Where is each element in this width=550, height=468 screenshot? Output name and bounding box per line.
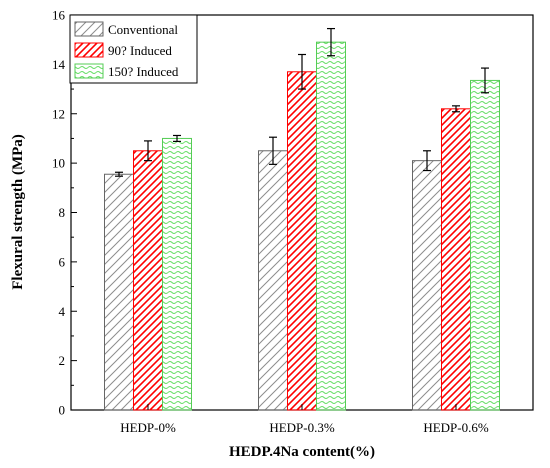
x-tick-label: HEDP-0.6% (423, 420, 489, 435)
y-tick-label: 2 (59, 353, 66, 368)
legend-swatch (74, 42, 104, 58)
bar (470, 79, 500, 411)
error-bars-layer (115, 27, 489, 177)
bars-layer (104, 41, 500, 411)
bar (162, 137, 192, 411)
y-tick-label: 10 (52, 156, 65, 171)
bar (316, 41, 346, 411)
legend-swatch (74, 21, 104, 37)
x-tick-label: HEDP-0% (120, 420, 176, 435)
bar (441, 108, 471, 411)
legend: Conventional 90? Induced 150? Induced (69, 14, 198, 84)
legend-label: 150? Induced (108, 64, 179, 79)
bar (412, 160, 442, 411)
y-tick-label: 8 (59, 205, 66, 220)
y-axis: 0 2 4 6 8 10 12 14 16 (52, 8, 77, 418)
y-tick-label: 14 (52, 57, 66, 72)
y-tick-label: 4 (59, 304, 66, 319)
bar (258, 150, 288, 411)
bar (133, 150, 163, 411)
y-tick-label: 0 (59, 403, 66, 418)
legend-label: Conventional (108, 22, 178, 37)
y-tick-label: 16 (52, 8, 66, 23)
y-tick-label: 12 (52, 106, 65, 121)
legend-label: 90? Induced (108, 43, 172, 58)
x-axis: HEDP-0% HEDP-0.3% HEDP-0.6% (120, 404, 489, 435)
legend-swatch (74, 63, 104, 79)
y-axis-title: Flexural strength (MPa) (10, 134, 26, 290)
x-axis-title: HEDP.4Na content(%) (229, 444, 375, 460)
y-tick-label: 6 (59, 254, 66, 269)
bar (287, 71, 317, 411)
x-tick-label: HEDP-0.3% (269, 420, 335, 435)
bar (104, 173, 134, 411)
